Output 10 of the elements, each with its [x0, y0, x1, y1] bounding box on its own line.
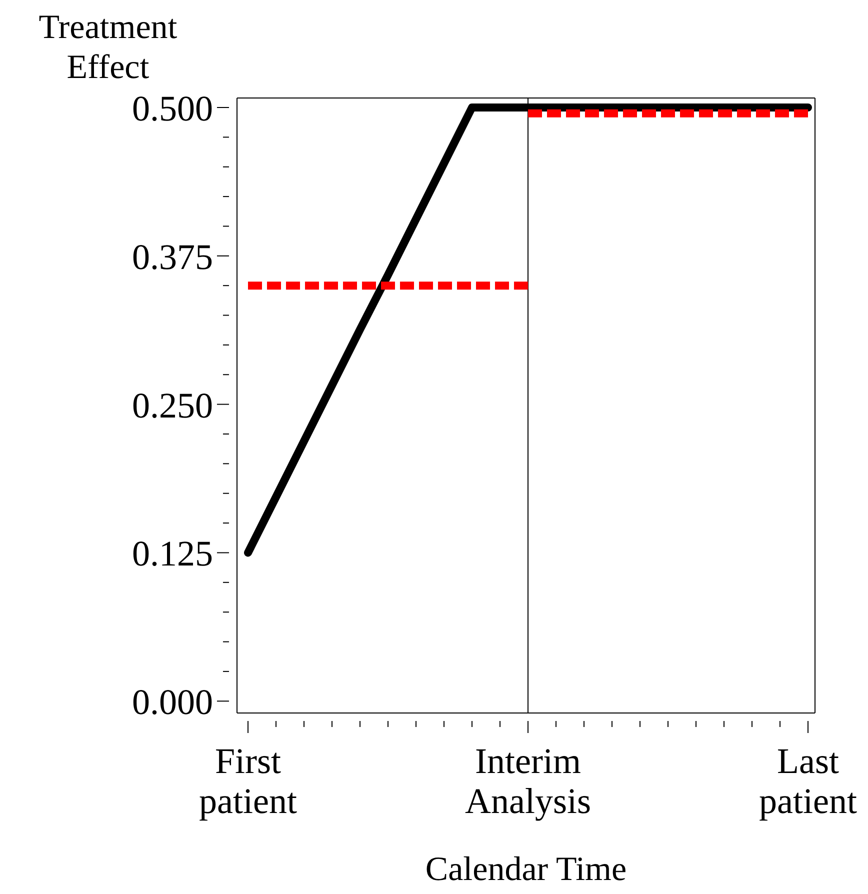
x-tick-label: Interim Analysis	[465, 741, 591, 821]
y-tick-label: 0.375	[132, 236, 213, 277]
x-tick-label: First patient	[199, 741, 297, 821]
y-tick-label: 0.000	[132, 682, 213, 722]
y-axis-title: Treatment Effect	[38, 8, 178, 88]
y-tick-label: 0.500	[132, 88, 213, 128]
y-tick-label: 0.250	[132, 385, 213, 426]
x-tick-label: Last patient	[759, 741, 857, 821]
x-axis-title: Calendar Time	[425, 851, 627, 888]
y-tick-label: 0.125	[132, 534, 213, 574]
